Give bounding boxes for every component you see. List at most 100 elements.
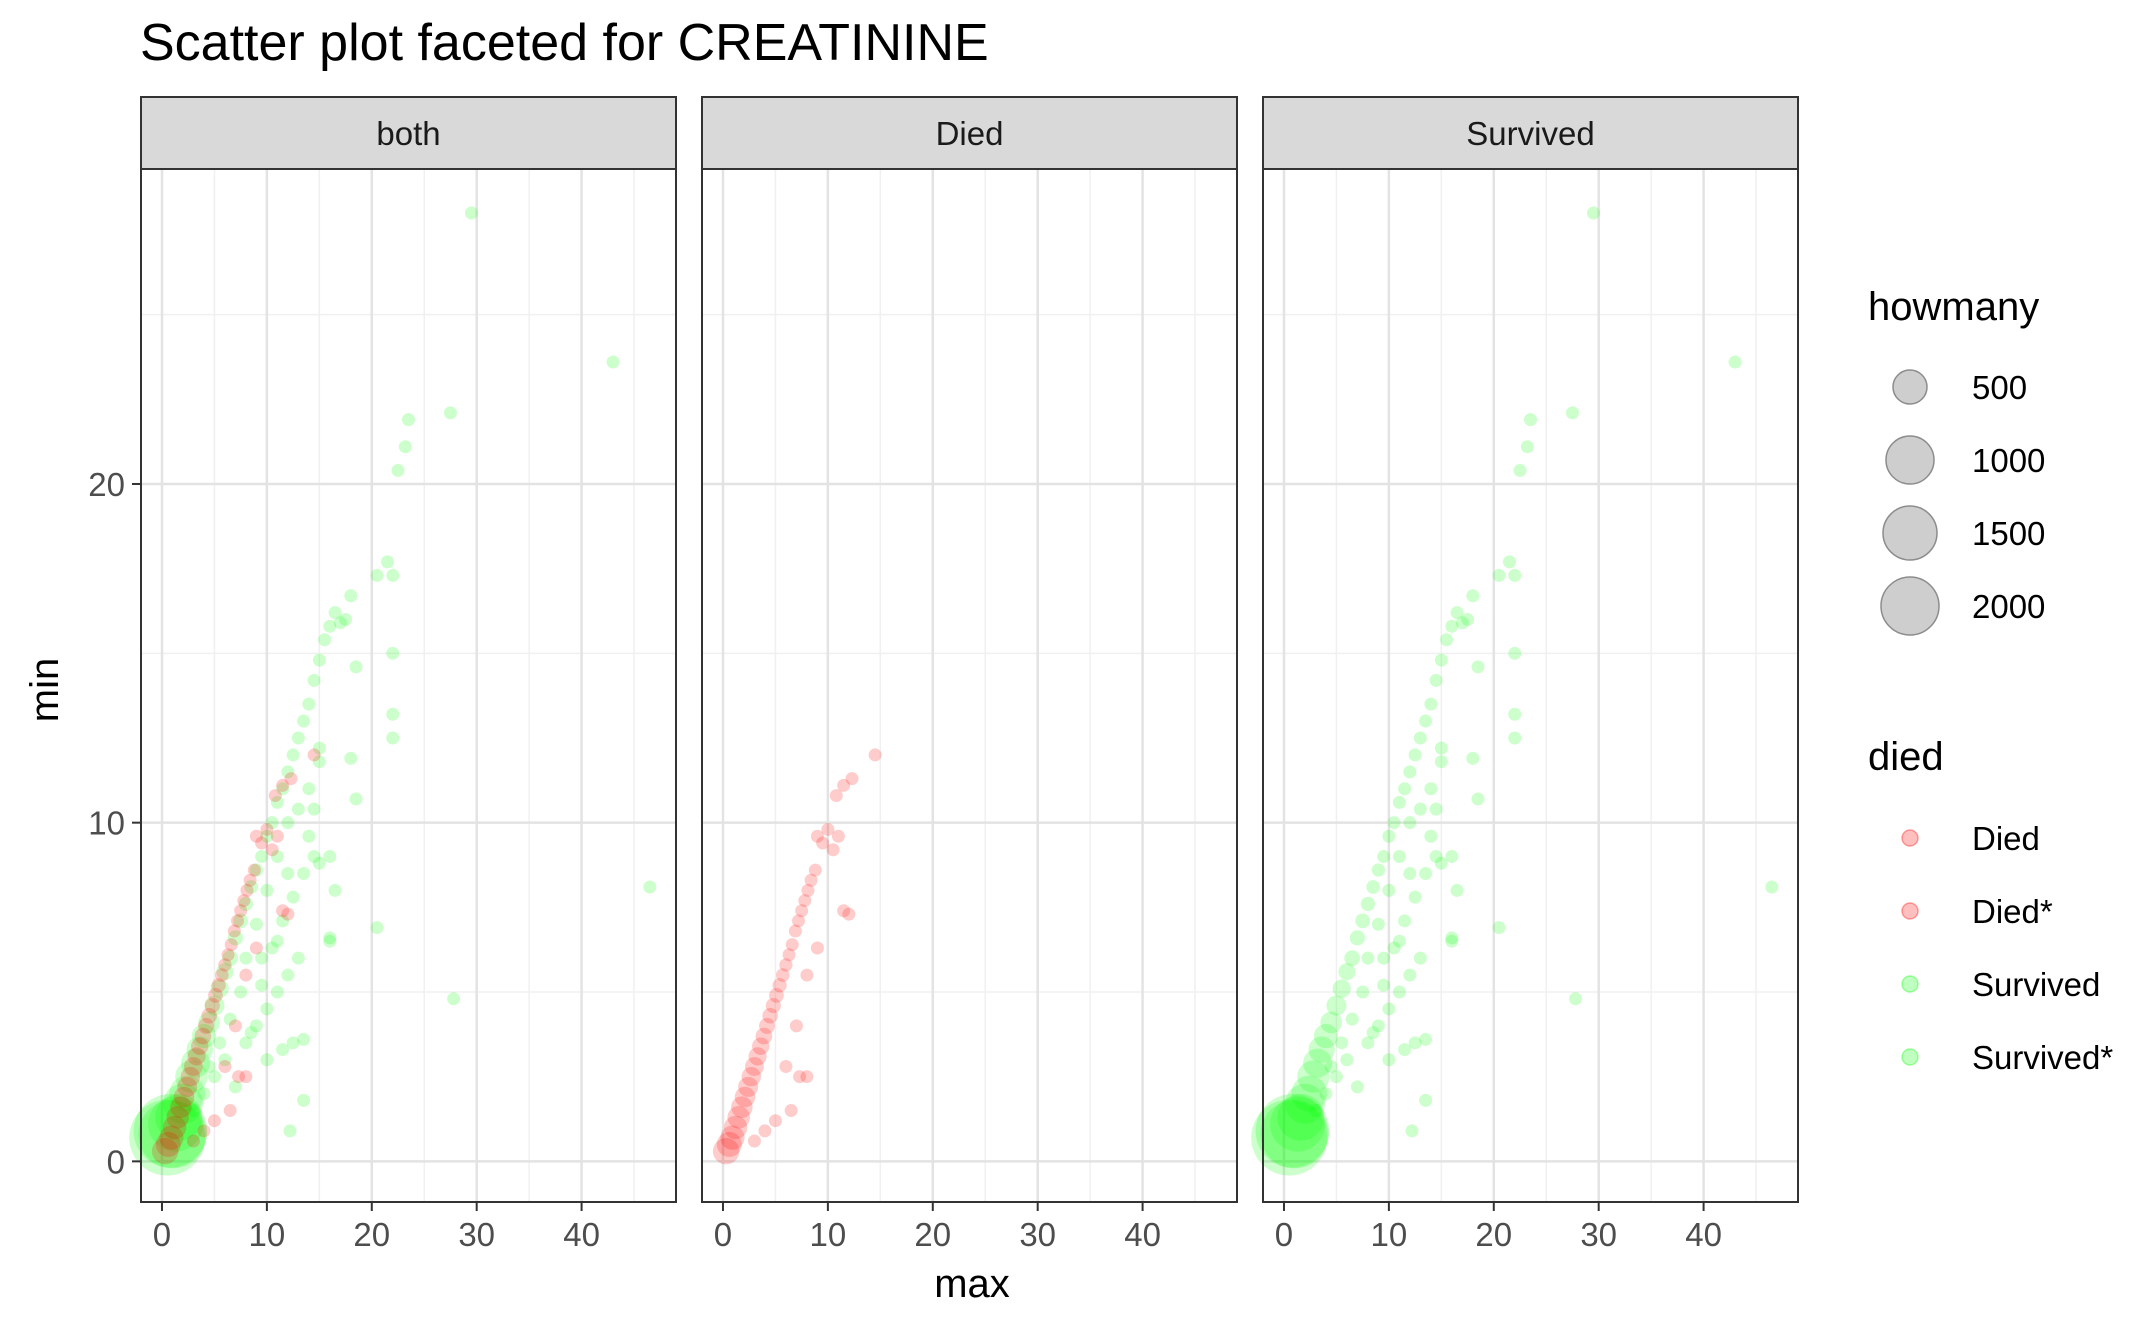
data-point-died <box>868 748 882 762</box>
data-point-survived <box>307 673 321 687</box>
data-point-survived <box>402 413 415 427</box>
data-point-survived <box>234 985 248 999</box>
panel-background <box>1263 169 1798 1202</box>
data-point-survived <box>1466 751 1480 765</box>
panel-background <box>702 169 1237 1202</box>
y-tick-label: 0 <box>107 1143 125 1180</box>
data-point-died <box>265 843 279 857</box>
facet-strip <box>1262 96 1799 170</box>
data-point-survived <box>323 934 337 948</box>
points-both <box>129 206 657 1176</box>
data-point-survived <box>210 979 229 998</box>
data-point-died <box>741 1066 762 1087</box>
data-point-survived <box>1355 913 1371 929</box>
data-point-survived <box>281 866 295 880</box>
data-point-survived <box>1405 1124 1419 1138</box>
data-point-survived <box>1371 917 1385 931</box>
data-point-survived <box>1392 985 1406 999</box>
data-point-survived <box>1313 1023 1339 1049</box>
data-point-died <box>170 1096 192 1118</box>
data-point-survived <box>281 968 295 982</box>
data-point-survived <box>255 951 269 965</box>
data-point-survived <box>1303 1048 1333 1078</box>
data-point-survived <box>233 913 249 929</box>
data-point-survived <box>1340 1053 1354 1067</box>
data-point-survived <box>1455 616 1469 630</box>
data-point-survived <box>1320 1011 1342 1034</box>
data-point-survived <box>1324 1060 1338 1074</box>
color-legend-key <box>1901 829 1919 847</box>
data-point-died <box>247 863 261 877</box>
data-point-survived <box>1434 653 1448 667</box>
data-point-survived <box>1260 1100 1329 1169</box>
data-point-survived <box>148 1096 204 1152</box>
data-point-survived <box>307 850 321 864</box>
data-point-survived <box>155 1093 203 1141</box>
data-point-survived <box>339 612 353 626</box>
data-point-died <box>755 1027 773 1045</box>
data-point-died <box>159 1125 184 1150</box>
data-point-died <box>779 1060 793 1074</box>
size-legend-items: 500 1000 1500 2000 <box>1880 369 2045 636</box>
data-point-survived <box>260 829 274 843</box>
data-point-died <box>173 1086 195 1108</box>
facet-panel-both: both 0 10 20 30 40 <box>129 96 677 1253</box>
data-point-died <box>810 941 824 955</box>
data-point-survived <box>1434 856 1448 870</box>
data-point-survived <box>1398 1043 1412 1057</box>
facet-strip <box>701 96 1238 170</box>
data-point-survived <box>228 1080 242 1094</box>
color-legend-title: died <box>1868 735 1944 779</box>
data-point-died <box>727 1106 750 1129</box>
data-point-died <box>845 772 859 786</box>
data-point-died <box>234 904 248 918</box>
data-point-survived <box>1403 816 1417 830</box>
data-point-survived <box>386 568 400 582</box>
data-point-died <box>184 1057 203 1076</box>
data-point-died <box>751 1037 770 1055</box>
data-point-survived <box>1586 206 1600 220</box>
data-point-survived <box>218 1053 232 1067</box>
data-point-survived <box>270 795 284 809</box>
data-point-survived <box>276 914 290 928</box>
x-tick-label: 10 <box>249 1216 286 1253</box>
data-point-survived <box>1492 568 1506 582</box>
data-point-died <box>268 789 282 803</box>
data-point-survived <box>1377 978 1391 992</box>
data-point-died <box>816 836 830 850</box>
data-point-died <box>772 978 787 993</box>
data-point-died <box>768 1114 782 1128</box>
data-point-survived <box>1371 863 1386 877</box>
data-point-survived <box>1403 968 1417 982</box>
data-point-survived <box>1398 914 1412 928</box>
x-tick-label: 30 <box>1580 1216 1617 1253</box>
size-legend-label: 1500 <box>1972 515 2045 552</box>
data-point-survived <box>312 741 326 755</box>
data-point-survived <box>1350 1080 1364 1094</box>
data-point-survived <box>606 355 620 369</box>
data-point-died <box>194 1027 212 1045</box>
x-tick-label: 40 <box>563 1216 600 1253</box>
data-point-died <box>759 1017 776 1034</box>
data-point-died <box>186 1134 200 1148</box>
data-point-survived <box>318 633 332 647</box>
x-axis-title: max <box>934 1262 1010 1306</box>
data-point-died <box>808 863 822 877</box>
data-point-died <box>270 829 284 843</box>
data-point-survived <box>297 1093 311 1107</box>
data-point-died <box>748 1047 767 1066</box>
data-point-survived <box>1513 463 1527 477</box>
size-legend-label: 500 <box>1972 369 2027 406</box>
data-point-survived <box>1377 850 1391 864</box>
data-point-survived <box>1319 1087 1333 1101</box>
data-point-survived <box>1419 714 1433 728</box>
data-point-survived <box>312 653 326 667</box>
facet-panel-survived: Survived 0 10 20 30 40 <box>1251 96 1799 1253</box>
data-point-survived <box>227 930 244 946</box>
data-point-survived <box>1326 995 1347 1016</box>
data-point-survived <box>344 751 358 765</box>
data-point-survived <box>291 951 305 965</box>
data-point-died <box>821 822 835 836</box>
data-point-survived <box>1371 1019 1385 1033</box>
data-point-survived <box>1403 866 1417 880</box>
